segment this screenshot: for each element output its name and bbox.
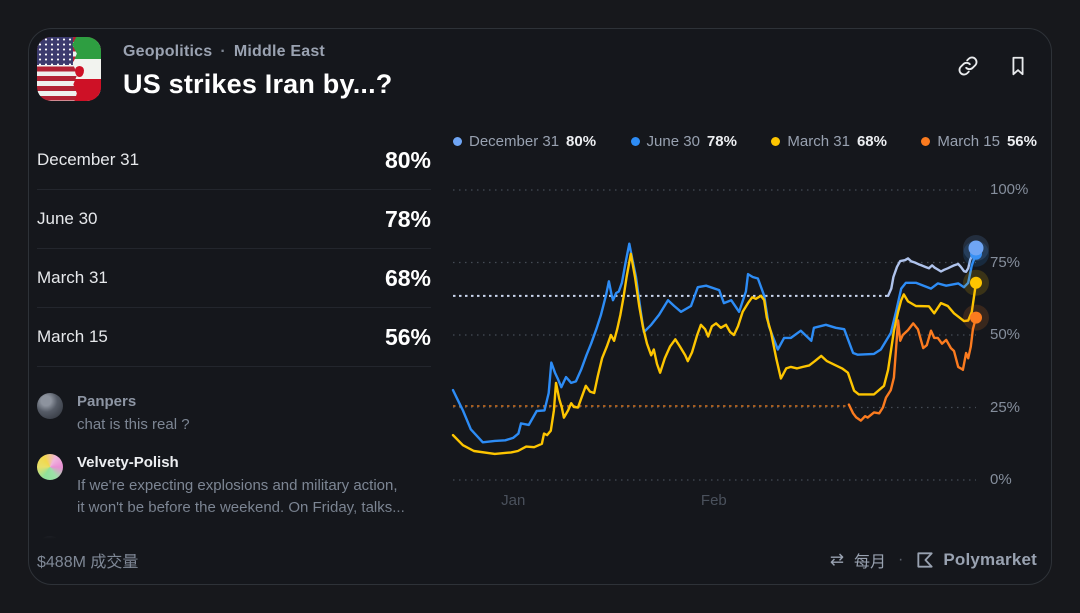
card-main: December 31 80% June 30 78% March 31 68%… — [37, 131, 1043, 542]
x-tick-label: Feb — [700, 492, 727, 509]
copy-link-button[interactable] — [957, 55, 979, 77]
polymarket-wordmark: Polymarket — [943, 550, 1037, 569]
outcome-label: June 30 — [37, 209, 98, 228]
chart-plot-svg[interactable] — [451, 160, 989, 490]
chart-legend: December 31 80% June 30 78% March 31 68%… — [453, 133, 1037, 150]
breadcrumb-category[interactable]: Geopolitics — [123, 43, 213, 60]
card-footer: $488M 成交量 ⇄ 每月 · Polymarket — [37, 542, 1043, 572]
outcomes-list: December 31 80% June 30 78% March 31 68%… — [37, 131, 431, 367]
avatar — [37, 393, 63, 419]
header-actions — [957, 37, 1043, 77]
outcomes-column: December 31 80% June 30 78% March 31 68%… — [37, 131, 431, 542]
outcome-label: March 31 — [37, 268, 108, 287]
outcome-value: 80% — [384, 146, 431, 173]
comment[interactable]: Velvety-Polish If we're expecting explos… — [37, 453, 431, 519]
page-title[interactable]: US strikes Iran by...? — [123, 69, 393, 99]
comment[interactable]: Panpers chat is this real ? — [37, 393, 431, 436]
breadcrumb-separator: · — [220, 43, 226, 60]
polymarket-brand-link[interactable]: Polymarket — [915, 550, 1037, 570]
bookmark-icon — [1012, 56, 1024, 76]
volume-label: $488M 成交量 — [37, 554, 139, 571]
comment-author[interactable]: Velvety-Polish — [77, 453, 179, 471]
legend-dot — [453, 137, 462, 146]
legend-label: December 31 — [469, 133, 560, 150]
us-flag-canton — [37, 37, 73, 66]
chart-column: December 31 80% June 30 78% March 31 68%… — [451, 131, 1037, 542]
legend-label: March 31 — [787, 133, 850, 150]
link-icon — [958, 56, 978, 76]
swap-icon[interactable]: ⇄ — [829, 550, 844, 569]
header-text: Geopolitics · Middle East US strikes Iran … — [123, 37, 957, 100]
bookmark-button[interactable] — [1007, 55, 1029, 77]
outcome-value: 68% — [384, 264, 431, 291]
outcome-row[interactable]: March 31 68% — [37, 249, 431, 308]
y-tick-label: 75% — [990, 253, 1021, 271]
breadcrumb: Geopolitics · Middle East — [123, 43, 957, 61]
outcome-row[interactable]: December 31 80% — [37, 131, 431, 190]
legend-item[interactable]: June 30 78% — [630, 133, 737, 150]
comment-text: chat is this real ? — [77, 416, 190, 433]
y-tick-label: 0% — [990, 471, 1012, 488]
comment-text: If we're expecting explosions and milita… — [77, 476, 405, 516]
comment-author[interactable]: Panpers — [77, 393, 137, 410]
legend-dot — [630, 137, 640, 146]
y-tick-label: 50% — [990, 326, 1021, 343]
y-tick-label: 25% — [990, 398, 1021, 416]
legend-value: 56% — [1006, 133, 1037, 150]
legend-item[interactable]: March 31 68% — [771, 133, 887, 150]
outcome-value: 78% — [384, 205, 431, 232]
outcome-value: 56% — [384, 323, 431, 350]
breadcrumb-region[interactable]: Middle East — [233, 43, 325, 60]
legend-dot — [771, 137, 781, 146]
comment[interactable] — [37, 536, 431, 542]
footer-separator: · — [898, 551, 904, 568]
outcome-label: March 15 — [37, 327, 108, 346]
market-icon — [37, 37, 101, 101]
footer-right: ⇄ 每月 · Polymarket — [830, 548, 1037, 572]
legend-dot — [921, 137, 931, 146]
legend-label: March 15 — [937, 133, 1000, 150]
market-card: Geopolitics · Middle East US strikes Iran … — [28, 28, 1052, 585]
card-header: Geopolitics · Middle East US strikes Iran … — [37, 37, 1043, 101]
interval-toggle[interactable]: 每月 — [853, 554, 886, 571]
avatar — [37, 536, 63, 542]
outcome-row[interactable]: June 30 78% — [37, 190, 431, 249]
outcome-row[interactable]: March 15 56% — [37, 308, 431, 367]
legend-value: 80% — [566, 133, 597, 150]
iran-emblem — [75, 65, 85, 77]
legend-item[interactable]: March 15 56% — [921, 133, 1037, 150]
legend-item[interactable]: December 31 80% — [453, 133, 596, 150]
polymarket-logo-icon — [917, 552, 933, 568]
legend-value: 78% — [706, 133, 737, 150]
legend-value: 68% — [856, 133, 887, 150]
comments-section: Panpers chat is this real ? Velvety-Poli… — [37, 393, 431, 542]
chart-area[interactable]: 100% 75% 50% 25% 0% Jan Feb — [451, 160, 1037, 516]
avatar — [37, 453, 63, 480]
outcome-label: December 31 — [37, 150, 140, 169]
legend-label: June 30 — [646, 133, 700, 150]
x-tick-label: Jan — [501, 492, 526, 509]
y-tick-label: 100% — [990, 181, 1029, 198]
